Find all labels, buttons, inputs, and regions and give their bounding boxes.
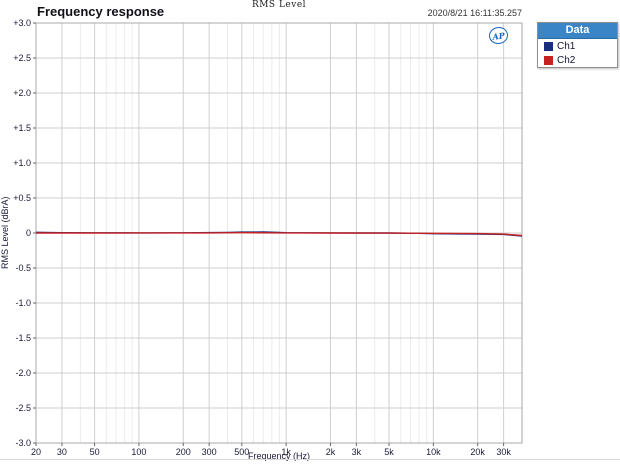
legend-swatch-icon	[544, 42, 553, 51]
svg-text:0: 0	[26, 228, 31, 238]
legend-item-label: Ch2	[557, 55, 576, 66]
y-axis-label: RMS Level (dBrA)	[0, 196, 10, 270]
svg-text:20k: 20k	[470, 447, 485, 457]
legend-panel: Data Ch1 Ch2	[537, 22, 618, 68]
svg-text:300: 300	[202, 447, 217, 457]
svg-text:10k: 10k	[426, 447, 441, 457]
svg-text:-3.0: -3.0	[15, 438, 31, 448]
svg-text:+2.0: +2.0	[13, 88, 31, 98]
svg-text:-2.0: -2.0	[15, 368, 31, 378]
svg-text:100: 100	[131, 447, 146, 457]
svg-text:20: 20	[31, 447, 41, 457]
svg-text:+2.5: +2.5	[13, 53, 31, 63]
svg-text:5k: 5k	[384, 447, 394, 457]
svg-text:+3.0: +3.0	[13, 18, 31, 28]
svg-text:1k: 1k	[281, 447, 291, 457]
svg-text:-2.5: -2.5	[15, 403, 31, 413]
window-bottom-edge	[0, 459, 620, 460]
svg-text:200: 200	[176, 447, 191, 457]
svg-text:3k: 3k	[352, 447, 362, 457]
chart-title: Frequency response	[37, 4, 165, 19]
measurement-timestamp: 2020/8/21 16:11:35.257	[427, 8, 522, 18]
svg-text:50: 50	[90, 447, 100, 457]
legend-item-ch2[interactable]: Ch2	[538, 53, 617, 67]
legend-item-ch1[interactable]: Ch1	[538, 39, 617, 53]
svg-text:30: 30	[57, 447, 67, 457]
svg-text:+0.5: +0.5	[13, 193, 31, 203]
series-line-ch2	[36, 231, 523, 237]
svg-text:+1.0: +1.0	[13, 158, 31, 168]
legend-item-label: Ch1	[557, 41, 576, 52]
svg-text:+1.5: +1.5	[13, 123, 31, 133]
legend-swatch-icon	[544, 56, 553, 65]
x-axis-label: Frequency (Hz)	[247, 451, 310, 461]
legend-header[interactable]: Data	[538, 23, 617, 39]
svg-text:-1.5: -1.5	[15, 333, 31, 343]
svg-text:2k: 2k	[326, 447, 336, 457]
svg-text:30k: 30k	[496, 447, 511, 457]
svg-text:-1.0: -1.0	[15, 298, 31, 308]
legend-items: Ch1 Ch2	[538, 39, 617, 67]
svg-text:-0.5: -0.5	[15, 263, 31, 273]
panel-title: RMS Level	[251, 0, 307, 10]
svg-text:500: 500	[234, 447, 249, 457]
